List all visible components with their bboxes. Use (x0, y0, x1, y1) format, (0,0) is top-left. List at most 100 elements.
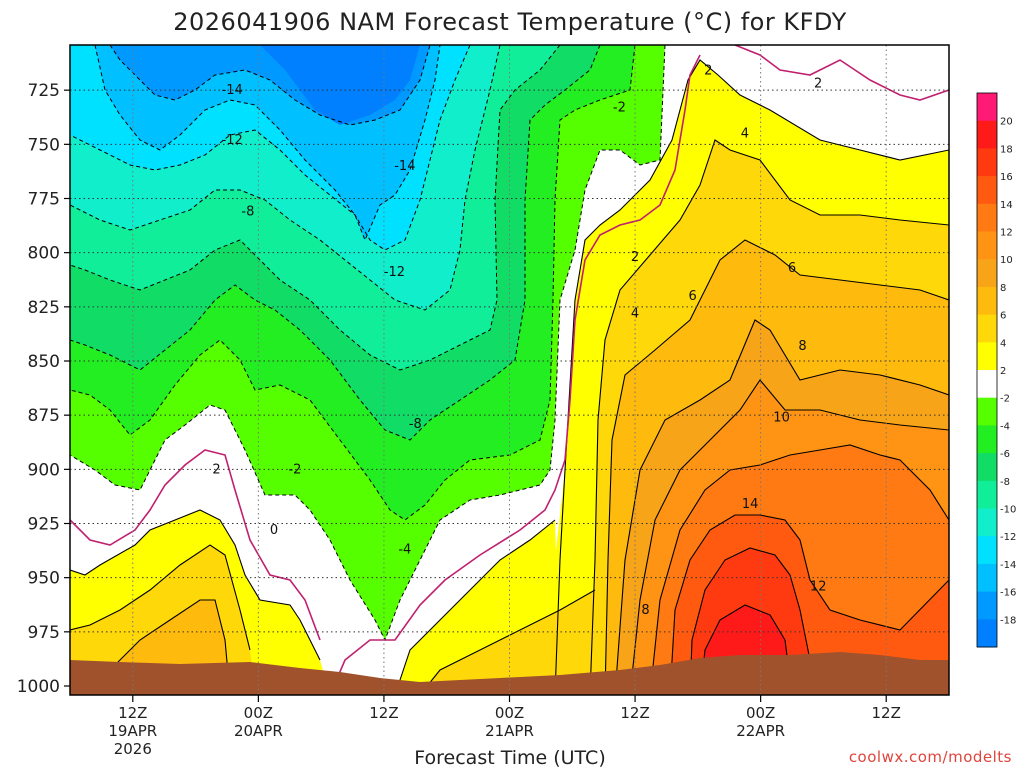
colorbar-tick-label: 10 (1000, 255, 1013, 266)
colorbar-swatch (977, 425, 997, 454)
credit-text: coolwx.com/modelts (849, 748, 1012, 766)
x-tick-year: 2026 (114, 740, 152, 758)
colorbar-swatch (977, 286, 997, 316)
colorbar-swatch (977, 148, 997, 177)
contour-label: -2 (613, 101, 626, 116)
y-tick-label: 1000 (17, 677, 60, 697)
x-tick-date: 19APR (108, 722, 157, 740)
colorbar-frame (976, 92, 998, 648)
colorbar-swatch (977, 231, 997, 260)
colorbar-swatch (977, 591, 997, 620)
colorbar-swatch (977, 480, 997, 509)
contour-label: 2 (631, 250, 639, 265)
contour-label: 14 (742, 497, 759, 512)
colorbar-tick-label: -18 (1000, 615, 1016, 626)
contour-label: 6 (788, 261, 796, 276)
y-tick-label: 775 (28, 190, 60, 210)
fill-upper-right-neg2 (665, 45, 949, 100)
colorbar-tick-label: 2 (1000, 366, 1006, 377)
x-tick-label: 12Z (872, 704, 901, 722)
contour-label: 6 (688, 289, 696, 304)
colorbar-swatch (977, 453, 997, 482)
y-tick-label: 950 (28, 569, 60, 589)
colorbar-tick-label: 14 (1000, 200, 1013, 211)
colorbar-tick-label: -4 (1000, 421, 1010, 432)
chart-title: 2026041906 NAM Forecast Temperature (°C)… (173, 8, 846, 36)
x-tick-date: 22APR (736, 722, 785, 740)
colorbar-swatch (977, 120, 997, 149)
x-tick-date: 20APR (234, 722, 283, 740)
colorbar-swatch (977, 314, 997, 343)
colorbar-swatch (977, 370, 997, 399)
colorbar-swatch (977, 508, 997, 537)
y-tick-label: 825 (28, 298, 60, 318)
x-tick-label: 00Z (244, 704, 273, 722)
contour-label: 8 (798, 339, 806, 354)
y-tick-label: 750 (28, 135, 60, 155)
plot-area: -14 -12 -8 -14 -12 -8 -4 -2 2 0 -2 2 2 4 2 4 6 6 8 10 14 12 8 (70, 45, 949, 695)
y-tick-label: 975 (28, 623, 60, 643)
colorbar-tick-label: 20 (1000, 117, 1013, 128)
colorbar-swatch (977, 563, 997, 593)
contour-label: -4 (398, 543, 411, 558)
colorbar-tick-label: -12 (1000, 532, 1016, 543)
y-tick-label: 725 (28, 81, 60, 101)
contour-label: -14 (222, 83, 243, 98)
colorbar-tick-label: -16 (1000, 588, 1016, 599)
x-tick-label: 12Z (369, 704, 398, 722)
fill-lower-middle-2-to-4 (420, 590, 600, 695)
contour-label: 10 (773, 410, 790, 425)
contour-label: 2 (814, 77, 822, 92)
contour-label: 2 (212, 462, 220, 477)
y-tick-label: 925 (28, 515, 60, 535)
colorbar-tick-label: 6 (1000, 311, 1006, 322)
y-tick-label: 900 (28, 460, 60, 480)
gridlines (70, 45, 949, 695)
colorbar-tick-label: -10 (1000, 505, 1016, 516)
contour-labels: -14 -12 -8 -14 -12 -8 -4 -2 2 0 -2 2 2 4 2 4 6 6 8 10 14 12 8 (212, 64, 826, 619)
colorbar-tick-label: 4 (1000, 338, 1006, 349)
colorbar-swatch (977, 203, 997, 232)
x-axis-label: Forecast Time (UTC) (414, 747, 605, 768)
colorbar-tick-label: 12 (1000, 228, 1013, 239)
colorbar-swatch (977, 93, 997, 122)
contour-label: -14 (394, 159, 415, 174)
x-tick-date: 21APR (485, 722, 534, 740)
y-axis: 725 750 775 800 825 850 875 900 925 950 975 1000 (17, 81, 70, 697)
contour-label: 12 (810, 579, 827, 594)
colorbar-swatch (977, 176, 997, 205)
y-tick-label: 875 (28, 406, 60, 426)
y-tick-label: 850 (28, 352, 60, 372)
colorbar-swatch (977, 342, 997, 371)
colorbar-swatch (977, 536, 997, 565)
contour-label: -8 (409, 417, 422, 432)
colorbar-tick-label: -8 (1000, 477, 1010, 488)
colorbar-tick-label: 16 (1000, 172, 1013, 183)
contour-label: 8 (641, 603, 649, 618)
y-tick-label: 800 (28, 244, 60, 264)
x-tick-label: 12Z (118, 704, 147, 722)
contour-label: -12 (384, 265, 405, 280)
contour-label: 4 (631, 306, 639, 321)
x-tick-label: 12Z (620, 704, 649, 722)
colorbar-tick-label: -6 (1000, 449, 1010, 460)
contour-label: 0 (270, 523, 278, 538)
contour-label: -2 (288, 462, 301, 477)
contour-label: -8 (241, 205, 254, 220)
colorbar-tick-label: 8 (1000, 283, 1006, 294)
colorbar-tick-label: 18 (1000, 144, 1013, 155)
ground-terrain (70, 652, 949, 695)
colorbar-swatch (977, 259, 997, 288)
fill-below-neg18 (260, 45, 420, 125)
x-tick-label: 00Z (495, 704, 524, 722)
colorbar-tick-label: -14 (1000, 560, 1016, 571)
colorbar-swatch (977, 397, 997, 426)
zero-contours (70, 45, 949, 695)
contour-label: 4 (741, 127, 749, 142)
x-tick-label: 00Z (746, 704, 775, 722)
contour-label: -12 (222, 133, 243, 148)
colorbar-tick-label: -2 (1000, 394, 1010, 405)
colorbar: 20 18 16 14 12 10 8 6 4 2 -2 -4 -6 -8 -10 -12 -14 -16 -18 (976, 92, 1016, 648)
